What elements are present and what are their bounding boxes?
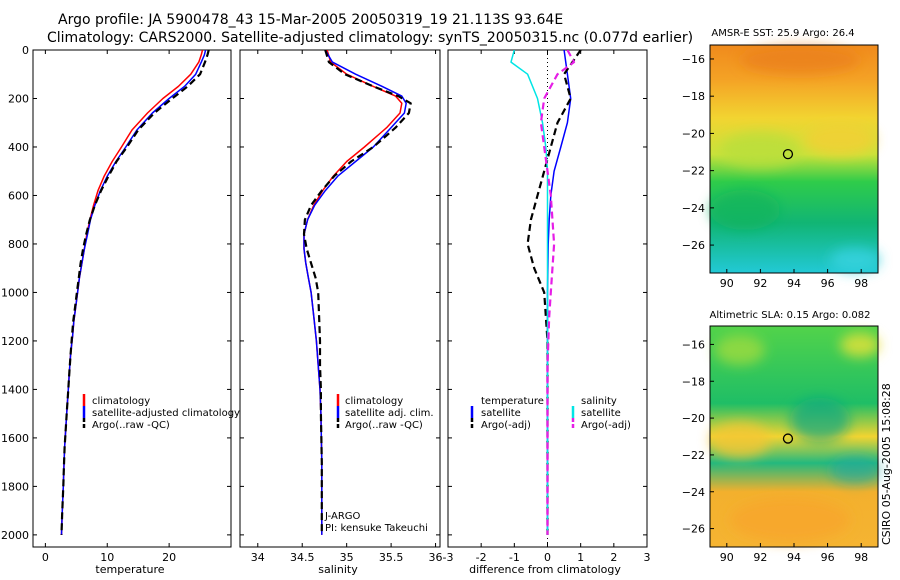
x-tick-label: 0 — [544, 551, 551, 564]
salinity-ticks: 34 34.5 35 35.5 36 — [240, 49, 443, 564]
salinity-panel: 34 34.5 35 35.5 36 salinity climatology sate… — [239, 49, 443, 576]
legend-label-climatology: climatology — [92, 396, 150, 407]
sla-map-ticks: 90 92 94 96 98 −16 −18 −20 −22 −24 −26 — [682, 338, 868, 564]
annotation-j-argo: J-ARGO — [324, 511, 361, 522]
x-tick-label: 35.5 — [379, 551, 404, 564]
legend-label-temp-satellite: satellite — [481, 408, 521, 419]
map-y-tick-label: −24 — [682, 202, 705, 215]
map-y-tick-label: −26 — [682, 239, 705, 252]
sla-map-patches — [710, 333, 880, 542]
map-x-tick-label: 94 — [787, 277, 801, 290]
temperature-legend: climatology satellite-adjusted climatolo… — [82, 394, 240, 431]
y-tick-label: 200 — [8, 92, 29, 105]
y-tick-label: 1400 — [1, 383, 29, 396]
x-tick-label: 3 — [644, 551, 651, 564]
x-tick-label: -1 — [509, 551, 520, 564]
x-tick-label: -2 — [476, 551, 487, 564]
x-tick-label: 34 — [251, 551, 265, 564]
map-y-tick-label: −18 — [682, 90, 705, 103]
y-tick-label: 600 — [8, 189, 29, 202]
sst-map-ticks: 90 92 94 96 98 −16 −18 −20 −22 −24 −26 — [682, 53, 868, 290]
series-line-satellite-adjusted-climatology — [60, 50, 207, 535]
sla-map-panel: Altimetric SLA: 0.15 Argo: 0.082 90 92 94 9… — [682, 310, 880, 564]
y-tick-label: 800 — [8, 238, 29, 251]
map-y-tick-label: −16 — [682, 53, 705, 66]
salinity-x-label: salinity — [318, 563, 358, 576]
map-y-tick-label: −20 — [682, 127, 705, 140]
y-tick-label: 2000 — [1, 529, 29, 542]
map-x-tick-label: 96 — [821, 551, 835, 564]
argo-location-marker — [782, 433, 794, 444]
map-x-tick-label: 92 — [753, 551, 767, 564]
legend-label-satellite: satellite adj. clim. — [345, 408, 434, 419]
argo-location-marker — [782, 148, 794, 160]
map-y-tick-label: −18 — [682, 375, 705, 388]
y-tick-label: 1600 — [1, 432, 29, 445]
x-tick-label: 34.5 — [290, 551, 315, 564]
map-x-tick-label: 90 — [720, 551, 734, 564]
map-x-tick-label: 90 — [720, 277, 734, 290]
x-tick-label: -3 — [443, 551, 454, 564]
legend-label-climatology: climatology — [345, 396, 403, 407]
map-y-tick-label: −26 — [682, 523, 705, 536]
temperature-ticks: 0 10 2002004006008001000120014001600180020… — [1, 44, 231, 564]
map-y-tick-label: −24 — [682, 486, 705, 499]
sst-map-panel: AMSR-E SST: 25.9 Argo: 26.4 90 92 94 96 98 −1… — [682, 28, 880, 290]
legend-label-temp-argo: Argo(-adj) — [481, 420, 531, 431]
difference-x-label: difference from climatology — [469, 563, 621, 576]
y-tick-label: 400 — [8, 141, 29, 154]
map-x-tick-label: 98 — [854, 277, 868, 290]
difference-legend: temperature satellite Argo(-adj) salinit… — [470, 396, 631, 431]
series-line-satellite-adj-clim — [303, 50, 407, 535]
y-tick-label: 1800 — [1, 480, 29, 493]
x-tick-label: 20 — [162, 551, 176, 564]
legend-title-salinity: salinity — [581, 396, 617, 407]
map-y-tick-label: −20 — [682, 412, 705, 425]
legend-label-argo: Argo(..raw -QC) — [345, 420, 423, 431]
difference-ticks: -3 -2 -1 0 1 2 3 — [443, 49, 651, 564]
temperature-lines — [60, 50, 210, 535]
profile-title: Argo profile: JA 5900478_43 15-Mar-2005 … — [58, 12, 564, 28]
map-y-tick-label: −22 — [682, 449, 705, 462]
series-line-argo-adj — [539, 50, 576, 535]
legend-label-argo: Argo(..raw -QC) — [92, 420, 170, 431]
x-tick-label: 10 — [100, 551, 114, 564]
y-tick-label: 0 — [22, 44, 29, 57]
legend-label-satellite: satellite-adjusted climatology — [92, 408, 240, 419]
map-x-tick-label: 92 — [753, 277, 767, 290]
legend-title-temperature: temperature — [481, 396, 544, 407]
legend-label-sal-satellite: satellite — [581, 408, 621, 419]
x-tick-label: 35 — [340, 551, 354, 564]
x-tick-label: 1 — [577, 551, 584, 564]
salinity-legend: climatology satellite adj. clim. Argo(..… — [336, 394, 434, 431]
x-tick-label: 0 — [42, 551, 49, 564]
map-x-tick-label: 96 — [821, 277, 835, 290]
difference-lines — [510, 50, 582, 535]
climatology-subtitle: Climatology: CARS2000. Satellite-adjuste… — [47, 30, 694, 46]
map-x-tick-label: 98 — [854, 551, 868, 564]
map-x-tick-label: 94 — [787, 551, 801, 564]
series-line-argo-raw-qc — [302, 50, 412, 535]
sst-map-patches — [710, 46, 880, 272]
difference-panel: -3 -2 -1 0 1 2 3 difference from climatology t… — [443, 49, 651, 576]
annotation-pi: PI: kensuke Takeuchi — [325, 523, 428, 534]
salinity-lines — [302, 50, 412, 535]
y-tick-label: 1000 — [1, 286, 29, 299]
temperature-panel: 0 10 2002004006008001000120014001600180020… — [1, 44, 240, 576]
y-tick-label: 1200 — [1, 335, 29, 348]
sst-map-title: AMSR-E SST: 25.9 Argo: 26.4 — [711, 28, 854, 39]
map-y-tick-label: −16 — [682, 338, 705, 351]
legend-label-sal-argo: Argo(-adj) — [581, 420, 631, 431]
temperature-x-label: temperature — [95, 563, 164, 576]
x-tick-label: 2 — [610, 551, 617, 564]
x-tick-label: 36 — [429, 551, 443, 564]
map-y-tick-label: −22 — [682, 165, 705, 178]
sla-map-title: Altimetric SLA: 0.15 Argo: 0.082 — [710, 310, 871, 321]
